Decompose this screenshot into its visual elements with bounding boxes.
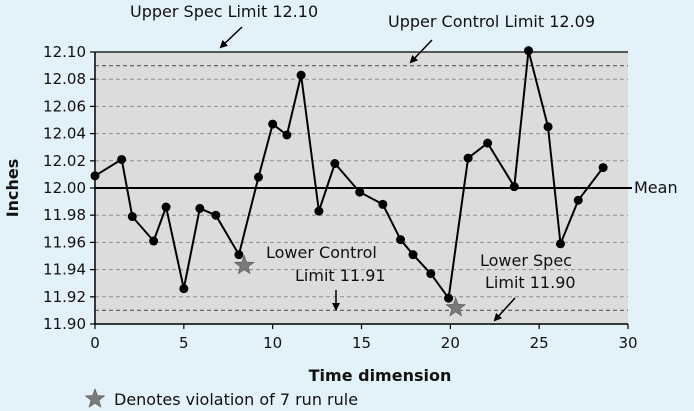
- x-tick-label: 5: [179, 334, 189, 352]
- data-point: [282, 130, 292, 140]
- lower-control-label-1: Lower Control: [266, 243, 377, 262]
- data-point: [314, 206, 324, 216]
- x-axis-label: Time dimension: [309, 366, 452, 385]
- data-point: [555, 239, 565, 249]
- data-point: [573, 195, 583, 205]
- lower-spec-label-2: Limit 11.90: [485, 273, 576, 292]
- data-point: [426, 269, 436, 279]
- legend-star-icon: [84, 388, 106, 408]
- y-tick-label: 12.04: [43, 125, 86, 143]
- data-point: [195, 203, 205, 213]
- violation-markers: [233, 254, 467, 317]
- y-tick-label: 12.06: [43, 97, 86, 115]
- x-tick-label: 25: [530, 334, 549, 352]
- data-point: [543, 122, 553, 132]
- y-tick-label: 11.92: [43, 288, 86, 306]
- violation-star: [233, 254, 255, 275]
- x-tick-label: 15: [352, 334, 371, 352]
- mean-label: Mean: [634, 178, 678, 197]
- data-point: [268, 119, 278, 129]
- data-point: [598, 163, 608, 173]
- data-point: [463, 153, 473, 163]
- x-tick-label: 10: [263, 334, 282, 352]
- data-point: [444, 293, 454, 303]
- y-tick-label: 12.08: [43, 70, 86, 88]
- data-point: [149, 236, 159, 246]
- y-tick-label: 12.02: [43, 152, 86, 170]
- data-point: [161, 202, 171, 212]
- reference-lines: [95, 51, 632, 311]
- lower-spec-label-1: Lower Spec: [480, 251, 572, 270]
- x-ticks: 0 5 10 15 20 25 30: [90, 324, 638, 352]
- x-tick-label: 20: [441, 334, 460, 352]
- data-point: [117, 154, 127, 164]
- upper-control-limit-label: Upper Control Limit 12.09: [388, 12, 595, 31]
- y-axis-label: Inches: [3, 159, 22, 218]
- data-point: [524, 46, 534, 56]
- y-tick-label: 11.90: [43, 315, 86, 333]
- data-point: [509, 182, 519, 192]
- data-point: [253, 172, 263, 182]
- upper-spec-limit-label: Upper Spec Limit 12.10: [130, 2, 318, 21]
- lower-control-label-2: Limit 11.91: [295, 266, 386, 285]
- data-point: [396, 235, 406, 245]
- data-point: [179, 284, 189, 294]
- y-tick-label: 12.10: [43, 43, 86, 61]
- data-point: [355, 187, 365, 197]
- data-series: [90, 46, 608, 303]
- data-point: [127, 212, 137, 222]
- ucl-arrow: [409, 39, 433, 64]
- y-tick-label: 11.96: [43, 233, 86, 251]
- data-point: [90, 171, 100, 181]
- legend-label: Denotes violation of 7 run rule: [114, 390, 358, 409]
- x-tick-label: 30: [618, 334, 637, 352]
- data-point: [408, 250, 418, 260]
- data-point: [330, 159, 340, 169]
- data-point: [378, 199, 388, 209]
- data-point: [483, 138, 493, 148]
- y-ticks: 11.90 11.92 11.94 11.96 11.98 12.00 12.02 12.04…: [43, 43, 95, 333]
- data-point: [296, 70, 306, 80]
- data-point: [234, 250, 244, 260]
- y-tick-label: 12.00: [43, 179, 86, 197]
- y-tick-label: 11.98: [43, 206, 86, 224]
- x-tick-label: 0: [90, 334, 100, 352]
- violation-star: [445, 296, 467, 317]
- usl-arrow: [219, 26, 243, 49]
- y-tick-label: 11.94: [43, 261, 86, 279]
- data-point: [211, 210, 221, 220]
- lsl-arrow: [493, 297, 516, 322]
